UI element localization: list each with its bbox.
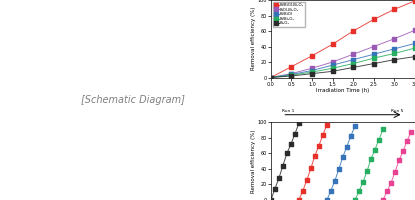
Point — [271, 188, 278, 191]
Legend: Bi/BiOI-Bi₂O₃, BiOI-Bi₂O₃, Bi/BiOI, Bi/Bi₂O₃, Bi₂O₃: Bi/BiOI-Bi₂O₃, BiOI-Bi₂O₃, Bi/BiOI, Bi/B… — [273, 2, 305, 27]
Point — [288, 73, 295, 76]
Point — [383, 190, 390, 193]
Point — [268, 198, 274, 200]
Point — [329, 43, 336, 46]
Point — [412, 46, 415, 50]
Point — [308, 167, 314, 170]
Point — [291, 133, 298, 136]
Point — [371, 62, 377, 65]
Point — [376, 138, 382, 141]
Point — [348, 134, 354, 137]
Y-axis label: Removal efficiency (%): Removal efficiency (%) — [251, 130, 256, 193]
Point — [339, 155, 346, 158]
Point — [309, 70, 315, 74]
Point — [391, 8, 398, 11]
Point — [324, 123, 330, 126]
Point — [283, 152, 290, 155]
Point — [408, 130, 414, 133]
Point — [268, 76, 274, 79]
Point — [412, 0, 415, 2]
X-axis label: Irradiation Time (h): Irradiation Time (h) — [316, 88, 369, 93]
Point — [268, 76, 274, 79]
Point — [392, 170, 398, 174]
Point — [327, 189, 334, 192]
Point — [356, 190, 362, 193]
Point — [388, 181, 394, 185]
Point — [288, 65, 295, 68]
Text: Run 1: Run 1 — [282, 109, 295, 113]
Point — [380, 198, 386, 200]
Point — [371, 18, 377, 21]
Point — [295, 198, 302, 200]
Point — [350, 58, 356, 61]
Point — [350, 66, 356, 69]
Point — [312, 154, 318, 157]
Text: Run 5: Run 5 — [391, 109, 403, 113]
Point — [315, 144, 322, 147]
Point — [352, 198, 358, 200]
Point — [404, 139, 410, 143]
Point — [371, 57, 377, 60]
Point — [350, 29, 356, 33]
Point — [329, 70, 336, 73]
Point — [371, 53, 377, 56]
Point — [309, 54, 315, 57]
Point — [360, 181, 366, 184]
Point — [412, 42, 415, 45]
Point — [320, 133, 326, 136]
Point — [391, 47, 398, 50]
Point — [368, 157, 374, 161]
Point — [380, 128, 386, 131]
Point — [391, 52, 398, 55]
Point — [268, 76, 274, 79]
Point — [371, 45, 377, 48]
Point — [371, 148, 378, 151]
Point — [288, 74, 295, 77]
Point — [295, 122, 302, 125]
Point — [288, 72, 295, 75]
Point — [391, 58, 398, 61]
Point — [276, 177, 282, 180]
Point — [364, 170, 370, 173]
Point — [268, 76, 274, 79]
Point — [309, 69, 315, 72]
Point — [288, 74, 295, 78]
Point — [300, 189, 306, 192]
Point — [329, 67, 336, 70]
Point — [412, 29, 415, 32]
Point — [400, 150, 406, 153]
Point — [336, 167, 342, 171]
Point — [352, 125, 358, 128]
Point — [280, 164, 286, 167]
Point — [268, 76, 274, 79]
Point — [344, 145, 350, 148]
Point — [309, 67, 315, 70]
Point — [303, 178, 310, 181]
Y-axis label: Removal efficiency (%): Removal efficiency (%) — [251, 7, 256, 70]
Point — [332, 179, 338, 182]
Point — [329, 60, 336, 64]
Point — [350, 62, 356, 65]
Point — [391, 37, 398, 40]
Point — [309, 72, 315, 75]
Text: [Schematic Diagram]: [Schematic Diagram] — [81, 95, 185, 105]
Point — [395, 159, 402, 162]
Point — [412, 55, 415, 58]
Point — [350, 53, 356, 56]
Point — [329, 64, 336, 67]
Point — [324, 198, 330, 200]
Point — [288, 143, 294, 146]
